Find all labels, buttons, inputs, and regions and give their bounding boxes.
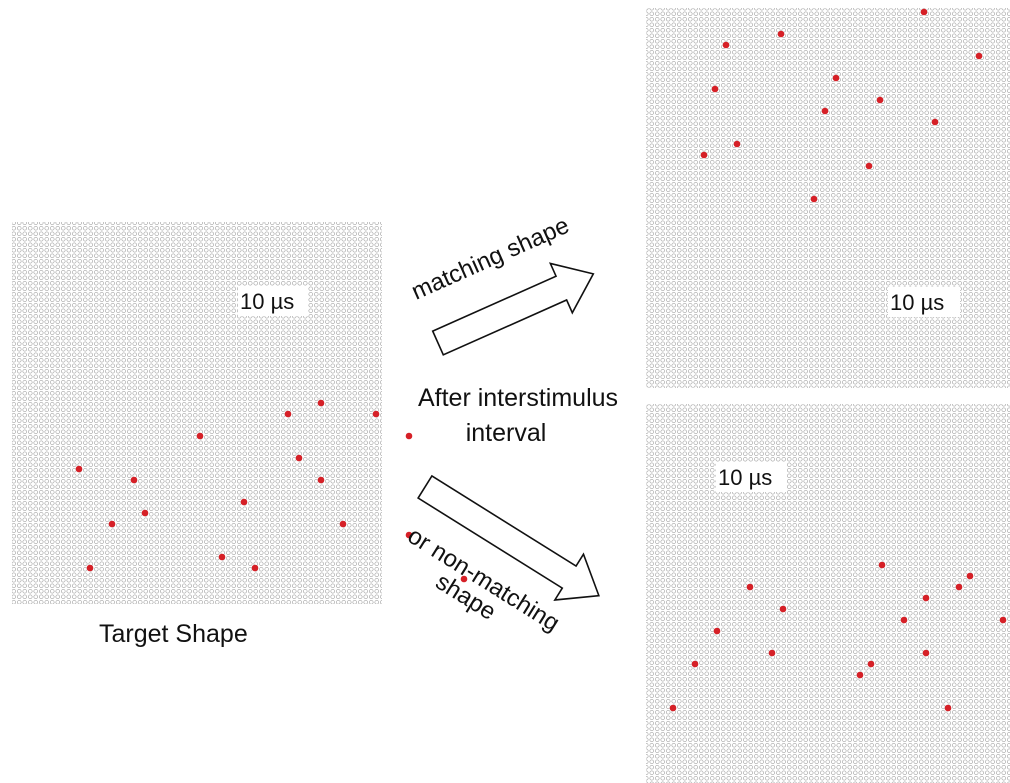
target-active-neuron-dot [405, 531, 413, 539]
matching-arrow [431, 262, 595, 356]
matching-active-neuron-dot [876, 96, 884, 104]
non-matching-neuron-grid [646, 404, 1010, 783]
target-active-neuron-dot [339, 520, 347, 528]
target-active-neuron-dot [460, 575, 468, 583]
target-grid-panel: 10 µs [12, 222, 468, 604]
target-active-neuron-dot [317, 476, 325, 484]
non-matching-active-neuron-dot [713, 627, 721, 635]
target-time-label: 10 µs [240, 289, 294, 314]
matching-active-neuron-dot [700, 151, 708, 159]
target-active-neuron-dot [75, 465, 83, 473]
target-active-neuron-dot [372, 410, 380, 418]
non-matching-active-neurons [669, 561, 1007, 712]
target-active-neuron-dot [196, 432, 204, 440]
non-matching-active-neuron-dot [867, 660, 875, 668]
target-active-neuron-dot [405, 432, 413, 440]
matching-time-label: 10 µs [890, 290, 944, 315]
non-matching-active-neuron-dot [944, 704, 952, 712]
non-matching-active-neuron-dot [922, 649, 930, 657]
target-active-neuron-dot [218, 553, 226, 561]
target-active-neuron-dot [251, 564, 259, 572]
matching-active-neuron-dot [810, 195, 818, 203]
target-neuron-grid [12, 222, 382, 604]
matching-active-neuron-dot [832, 74, 840, 82]
non-matching-active-neuron-dot [966, 572, 974, 580]
matching-active-neurons [700, 8, 983, 203]
target-active-neuron-dot [130, 476, 138, 484]
target-active-neuron-dot [86, 564, 94, 572]
matching-active-neuron-dot [821, 107, 829, 115]
matching-neuron-grid [646, 8, 1010, 388]
matching-active-neuron-dot [975, 52, 983, 60]
non-matching-active-neuron-dot [955, 583, 963, 591]
target-active-neuron-dot [295, 454, 303, 462]
matching-active-neuron-dot [931, 118, 939, 126]
target-shape-label: Target Shape [99, 620, 248, 648]
target-active-neuron-dot [141, 509, 149, 517]
matching-active-neuron-dot [711, 85, 719, 93]
after-interval-label-line1: After interstimulus [418, 384, 618, 412]
non-matching-active-neuron-dot [922, 594, 930, 602]
matching-active-neuron-dot [733, 140, 741, 148]
non-matching-active-neuron-dot [768, 649, 776, 657]
target-active-neuron-dot [240, 498, 248, 506]
non-matching-active-neuron-dot [691, 660, 699, 668]
target-active-neuron-dot [284, 410, 292, 418]
non-matching-active-neuron-dot [669, 704, 677, 712]
matching-active-neuron-dot [865, 162, 873, 170]
matching-active-neuron-dot [777, 30, 785, 38]
non-matching-grid-panel: 10 µs [646, 404, 1010, 783]
non-matching-active-neuron-dot [779, 605, 787, 613]
target-active-neuron-dot [317, 399, 325, 407]
matching-active-neuron-dot [920, 8, 928, 16]
non-matching-active-neuron-dot [900, 616, 908, 624]
non-matching-active-neuron-dot [999, 616, 1007, 624]
after-interval-label-line2: interval [466, 419, 547, 447]
matching-active-neuron-dot [722, 41, 730, 49]
non-matching-active-neuron-dot [878, 561, 886, 569]
matching-grid-panel: 10 µs [646, 8, 1010, 388]
non-matching-active-neuron-dot [856, 671, 864, 679]
non-matching-time-label: 10 µs [718, 465, 772, 490]
non-matching-active-neuron-dot [746, 583, 754, 591]
target-active-neuron-dot [108, 520, 116, 528]
non-matching-arrow [417, 474, 600, 601]
